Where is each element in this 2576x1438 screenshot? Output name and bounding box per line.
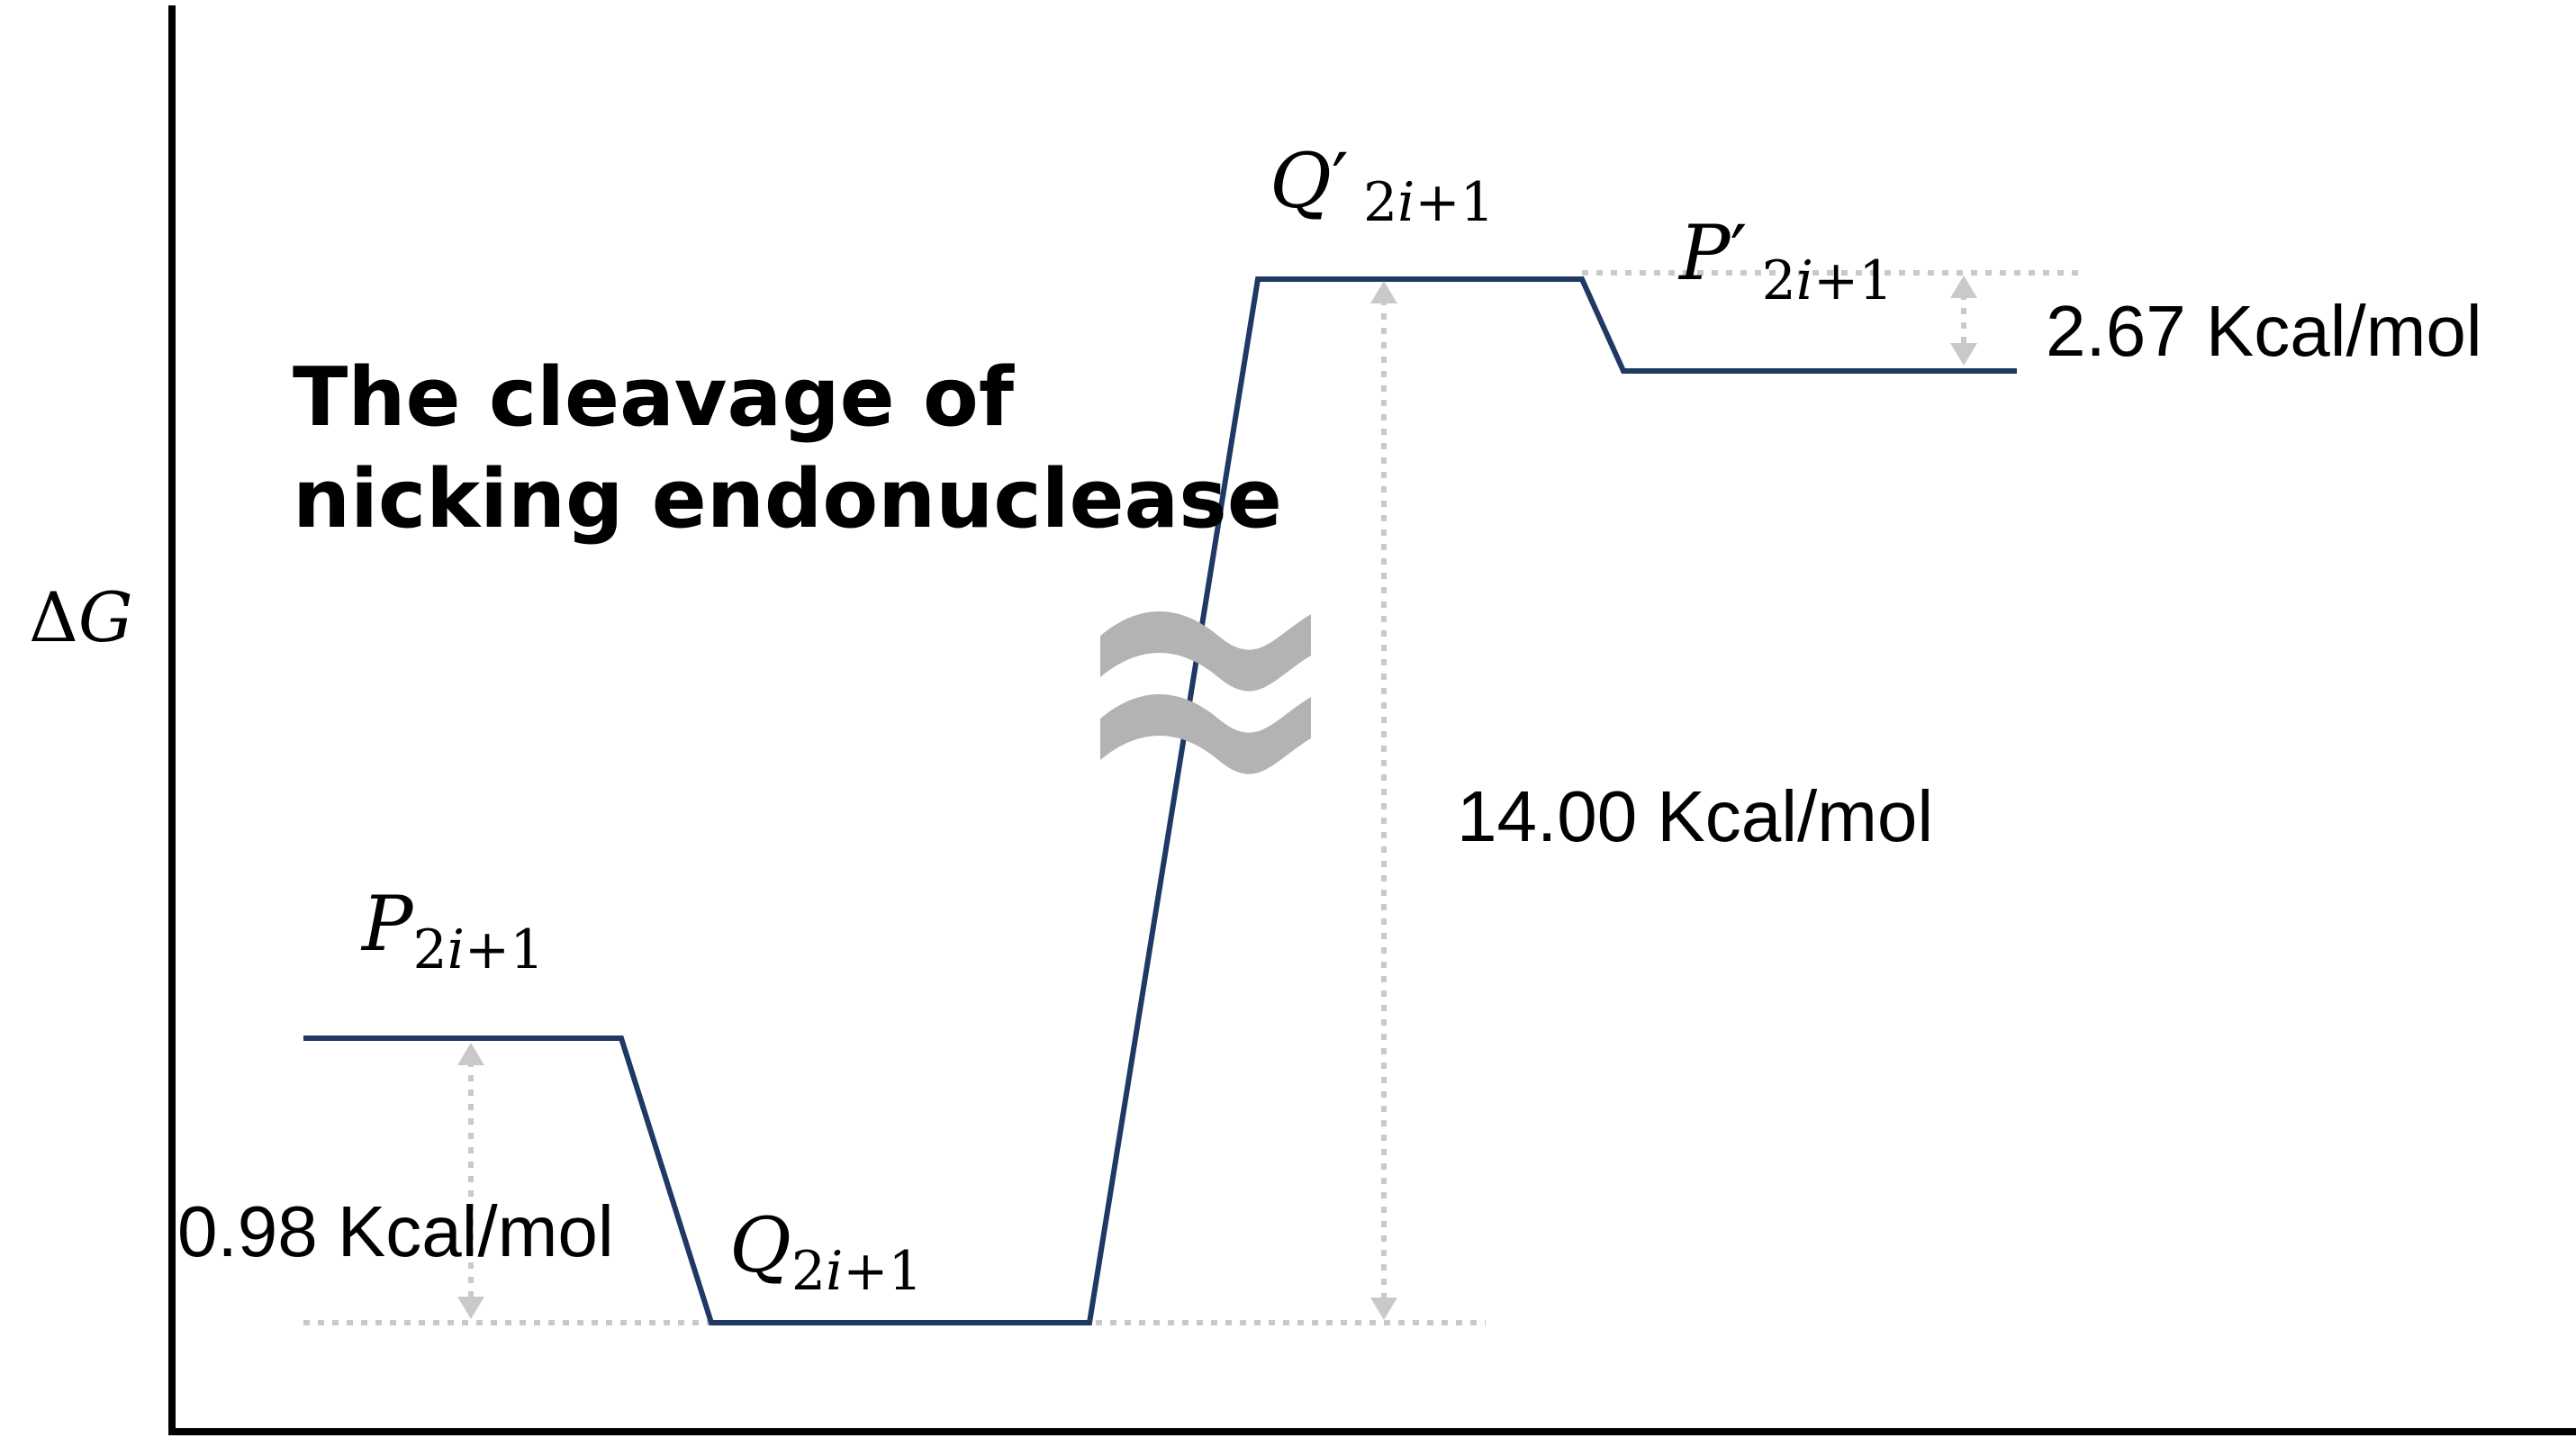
diagram-title-line1: The cleavage of xyxy=(293,350,1015,445)
diagram-title-line2: nicking endonuclease xyxy=(293,452,1282,547)
arrow-p-to-q xyxy=(457,1043,484,1319)
state-label-p: P2i+1 xyxy=(360,880,544,981)
state-label-p-prime: P′ 2i+1 xyxy=(1677,209,1893,312)
energy-pathway-line xyxy=(303,276,2017,1325)
y-axis-label-symbol: Δ xyxy=(29,577,78,657)
y-axis-label-variable: G xyxy=(78,577,133,657)
state-label-q-prime: Q′ 2i+1 xyxy=(1270,137,1495,234)
axis-break-icon xyxy=(1100,611,1311,774)
arrow-q-to-q-prime xyxy=(1370,281,1397,1320)
y-axis-label: ΔG xyxy=(29,577,133,657)
arrow-q-prime-to-p-prime xyxy=(1950,276,1977,366)
state-label-q: Q2i+1 xyxy=(729,1201,923,1303)
energy-label-p-to-q: 0.98 Kcal/mol xyxy=(177,1191,614,1271)
energy-label-q-to-q-prime: 14.00 Kcal/mol xyxy=(1457,776,1933,856)
energy-label-q-prime-to-p-prime: 2.67 Kcal/mol xyxy=(2046,291,2482,371)
